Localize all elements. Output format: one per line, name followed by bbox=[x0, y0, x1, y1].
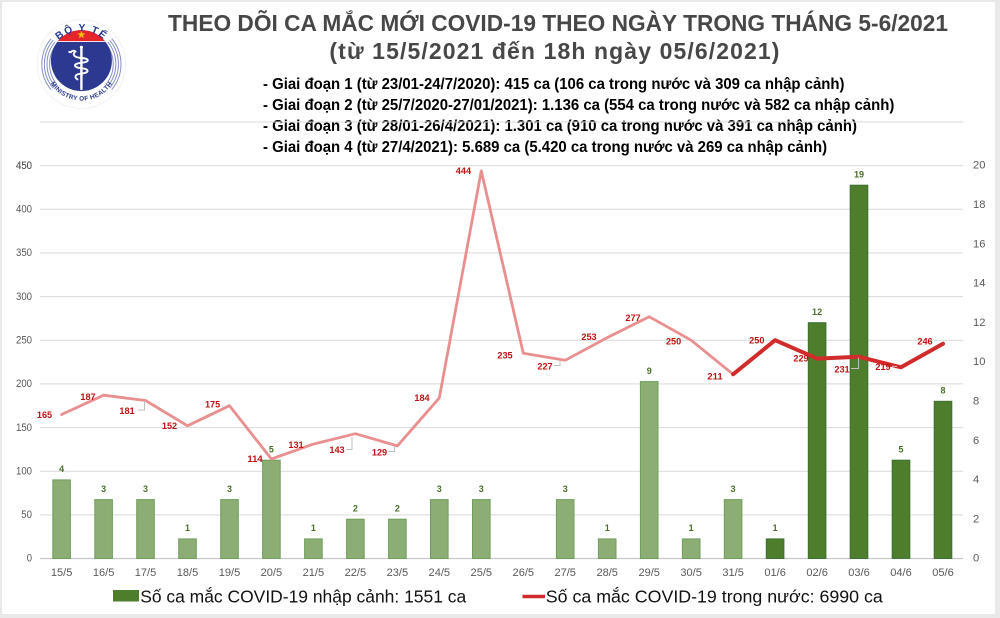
svg-text:14: 14 bbox=[973, 278, 985, 290]
svg-text:181: 181 bbox=[119, 406, 135, 417]
svg-text:3: 3 bbox=[143, 484, 148, 495]
svg-text:3: 3 bbox=[227, 484, 232, 495]
svg-text:15/5: 15/5 bbox=[51, 567, 73, 579]
svg-text:184: 184 bbox=[414, 393, 430, 404]
svg-text:04/6: 04/6 bbox=[890, 567, 912, 579]
svg-text:5: 5 bbox=[269, 444, 275, 455]
svg-text:1: 1 bbox=[311, 523, 317, 534]
svg-text:231: 231 bbox=[834, 365, 850, 376]
svg-text:Số ca mắc COVID-19 trong nước:: Số ca mắc COVID-19 trong nước: 6990 ca bbox=[546, 585, 883, 606]
svg-text:277: 277 bbox=[625, 313, 640, 324]
svg-text:444: 444 bbox=[456, 166, 472, 177]
svg-text:175: 175 bbox=[205, 400, 221, 411]
svg-text:28/5: 28/5 bbox=[596, 567, 618, 579]
svg-text:1: 1 bbox=[773, 523, 779, 534]
svg-text:16/5: 16/5 bbox=[93, 567, 115, 579]
svg-text:0: 0 bbox=[973, 553, 979, 565]
svg-text:235: 235 bbox=[497, 351, 513, 362]
svg-text:12: 12 bbox=[973, 317, 985, 329]
svg-text:227: 227 bbox=[537, 362, 552, 373]
svg-text:8: 8 bbox=[941, 386, 946, 397]
svg-text:17/5: 17/5 bbox=[135, 567, 157, 579]
svg-text:01/6: 01/6 bbox=[764, 567, 786, 579]
svg-text:02/6: 02/6 bbox=[806, 567, 828, 579]
svg-text:25/5: 25/5 bbox=[471, 567, 493, 579]
svg-text:22/5: 22/5 bbox=[345, 567, 367, 579]
svg-text:229: 229 bbox=[793, 354, 808, 365]
svg-text:114: 114 bbox=[247, 454, 263, 465]
svg-text:129: 129 bbox=[372, 448, 387, 459]
svg-text:1: 1 bbox=[689, 523, 695, 534]
svg-text:143: 143 bbox=[329, 445, 344, 456]
svg-text:350: 350 bbox=[16, 247, 32, 259]
svg-text:3: 3 bbox=[563, 484, 568, 495]
svg-text:2: 2 bbox=[395, 503, 400, 514]
svg-text:19/5: 19/5 bbox=[219, 567, 241, 579]
svg-text:18: 18 bbox=[973, 199, 985, 211]
svg-text:19: 19 bbox=[854, 169, 864, 180]
svg-text:4: 4 bbox=[59, 464, 65, 475]
svg-text:253: 253 bbox=[581, 332, 596, 343]
svg-text:10: 10 bbox=[973, 356, 985, 368]
svg-text:250: 250 bbox=[666, 336, 681, 347]
svg-text:450: 450 bbox=[16, 160, 32, 172]
svg-text:18/5: 18/5 bbox=[177, 567, 199, 579]
svg-text:Số ca mắc COVID-19 nhập cảnh:: Số ca mắc COVID-19 nhập cảnh: 1551 ca bbox=[140, 585, 466, 606]
svg-text:27/5: 27/5 bbox=[554, 567, 576, 579]
svg-text:05/6: 05/6 bbox=[932, 567, 954, 579]
svg-text:219: 219 bbox=[875, 362, 890, 373]
svg-text:6: 6 bbox=[973, 435, 979, 447]
svg-text:1: 1 bbox=[185, 523, 191, 534]
svg-text:200: 200 bbox=[16, 378, 32, 390]
svg-text:29/5: 29/5 bbox=[638, 567, 660, 579]
svg-text:26/5: 26/5 bbox=[513, 567, 535, 579]
svg-text:3: 3 bbox=[437, 484, 442, 495]
svg-text:187: 187 bbox=[80, 392, 95, 403]
svg-text:3: 3 bbox=[479, 484, 484, 495]
svg-text:4: 4 bbox=[973, 474, 979, 486]
svg-text:0: 0 bbox=[27, 553, 32, 565]
svg-text:12: 12 bbox=[812, 307, 822, 318]
svg-text:246: 246 bbox=[917, 337, 932, 348]
svg-text:1: 1 bbox=[605, 523, 611, 534]
svg-text:152: 152 bbox=[162, 421, 177, 432]
svg-text:2: 2 bbox=[973, 513, 979, 525]
svg-text:24/5: 24/5 bbox=[429, 567, 451, 579]
svg-text:250: 250 bbox=[16, 334, 32, 346]
svg-text:450: 450 bbox=[16, 160, 32, 172]
svg-text:250: 250 bbox=[749, 335, 764, 346]
svg-text:30/5: 30/5 bbox=[680, 567, 702, 579]
svg-text:150: 150 bbox=[16, 422, 32, 434]
svg-text:3: 3 bbox=[731, 484, 736, 495]
svg-text:03/6: 03/6 bbox=[848, 567, 870, 579]
svg-text:131: 131 bbox=[288, 440, 304, 451]
svg-text:2: 2 bbox=[353, 503, 358, 514]
svg-text:23/5: 23/5 bbox=[387, 567, 409, 579]
svg-text:400: 400 bbox=[16, 204, 32, 216]
svg-text:3: 3 bbox=[101, 484, 106, 495]
svg-text:8: 8 bbox=[973, 396, 979, 408]
svg-text:9: 9 bbox=[647, 366, 652, 377]
svg-text:20/5: 20/5 bbox=[261, 567, 283, 579]
svg-text:21/5: 21/5 bbox=[303, 567, 325, 579]
svg-text:5: 5 bbox=[899, 444, 905, 455]
svg-text:31/5: 31/5 bbox=[722, 567, 744, 579]
svg-text:165: 165 bbox=[37, 410, 53, 421]
svg-text:100: 100 bbox=[16, 465, 32, 477]
svg-text:50: 50 bbox=[21, 509, 32, 521]
svg-text:300: 300 bbox=[16, 291, 32, 303]
svg-text:16: 16 bbox=[973, 238, 985, 250]
svg-text:211: 211 bbox=[707, 372, 723, 383]
svg-text:20: 20 bbox=[973, 160, 985, 172]
